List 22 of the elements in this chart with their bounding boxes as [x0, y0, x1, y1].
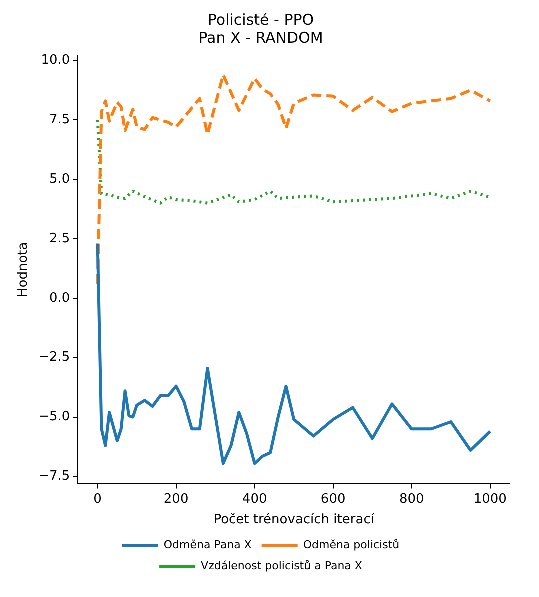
- y-tick-label: −2.5: [38, 350, 70, 366]
- y-axis-title: Hodnota: [16, 242, 32, 298]
- x-tick-label: 200: [164, 492, 189, 507]
- x-tick-label: 800: [399, 492, 424, 507]
- chart-title: Policisté - PPO Pan X - RANDOM: [198, 10, 324, 47]
- y-tick-label: −5.0: [38, 410, 70, 425]
- x-tick-label: 600: [320, 492, 346, 507]
- x-tick-label: 400: [242, 492, 268, 507]
- y-tick-label: 10.0: [41, 53, 70, 68]
- legend-label: Odměna policistů: [303, 538, 400, 552]
- y-tick-label: 2.5: [49, 231, 70, 246]
- line-series: [96, 118, 492, 205]
- y-tick-label: −7.5: [38, 469, 70, 484]
- y-tick-label: 7.5: [49, 112, 70, 128]
- line-series: [96, 74, 492, 286]
- x-tick-label: 1000: [474, 492, 507, 507]
- legend-label: Vzdálenost policistů a Pana X: [201, 559, 363, 572]
- x-tick-label: 0: [94, 492, 102, 507]
- x-axis-title: Počet trénovacích iterací: [214, 512, 375, 528]
- y-tick-label: 0.0: [49, 290, 70, 306]
- y-tick-label: 5.0: [49, 172, 70, 187]
- legend-label: Odměna Pana X: [164, 538, 252, 552]
